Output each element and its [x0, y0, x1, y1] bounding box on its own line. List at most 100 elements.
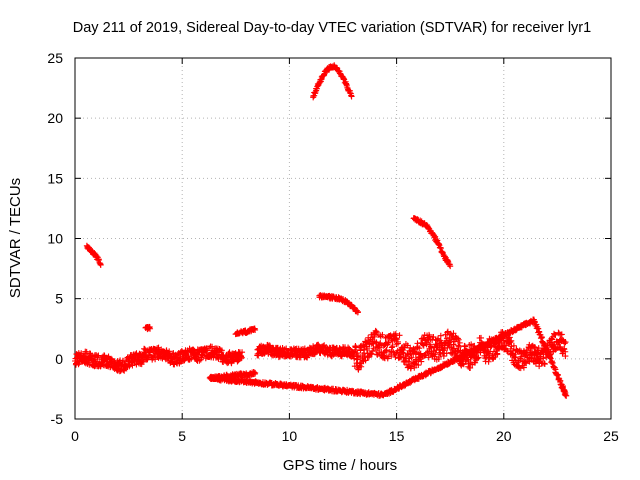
data-point	[239, 349, 246, 356]
data-point	[405, 358, 412, 365]
y-tick-label: 25	[47, 50, 63, 66]
data-point	[478, 334, 485, 341]
data-point	[548, 359, 555, 366]
data-point	[444, 329, 451, 336]
x-tick-label: 15	[389, 428, 405, 444]
x-axis-label: GPS time / hours	[283, 457, 397, 474]
data-point	[490, 348, 497, 355]
data-point	[147, 325, 154, 332]
data-point	[450, 330, 457, 337]
data-point	[475, 354, 482, 361]
data-point	[455, 336, 462, 343]
data-point	[562, 353, 569, 360]
data-point	[362, 357, 369, 364]
data-point	[396, 332, 403, 339]
data-point	[415, 362, 422, 369]
x-tick-label: 25	[603, 428, 619, 444]
data-point	[321, 71, 328, 78]
data-point	[358, 363, 365, 370]
data-point	[541, 361, 548, 368]
data-point	[252, 326, 259, 333]
data-point	[312, 89, 319, 96]
data-point	[389, 343, 396, 350]
data-point	[388, 344, 395, 351]
data-point	[558, 331, 565, 338]
data-point	[474, 355, 481, 362]
data-point	[382, 347, 389, 354]
data-point	[544, 348, 551, 355]
data-point	[532, 360, 539, 367]
y-tick-label: 15	[47, 170, 63, 186]
data-point	[460, 361, 467, 368]
data-point	[454, 335, 461, 342]
data-point	[75, 361, 82, 368]
y-tick-label: 10	[47, 231, 63, 247]
data-point	[408, 363, 415, 370]
x-tick-label: 10	[282, 428, 298, 444]
data-point	[355, 308, 362, 315]
data-point	[437, 244, 444, 251]
data-point	[369, 348, 376, 355]
chart-title: Day 211 of 2019, Sidereal Day-to-day VTE…	[73, 20, 591, 36]
data-point	[477, 349, 484, 356]
grid	[75, 58, 611, 419]
axis-ticks: 0 5 10 15 20 25 -5 0 5 10 15 20 25	[47, 50, 619, 444]
data-point	[385, 339, 392, 346]
data-point	[95, 256, 102, 263]
data-point	[443, 350, 450, 357]
y-tick-label: 0	[55, 351, 63, 367]
data-point	[425, 354, 432, 361]
data-point	[485, 358, 492, 365]
data-point	[379, 331, 386, 338]
data-point	[494, 351, 501, 358]
x-tick-label: 20	[496, 428, 512, 444]
data-point	[467, 365, 474, 372]
data-point	[455, 343, 462, 350]
data-point	[348, 93, 355, 100]
data-point	[549, 360, 556, 367]
y-tick-label: 5	[55, 291, 63, 307]
data-point	[432, 351, 439, 358]
data-point	[401, 344, 408, 351]
data-point	[535, 345, 542, 352]
data-point	[206, 344, 213, 351]
data-point	[97, 261, 104, 268]
x-tick-label: 0	[71, 428, 79, 444]
x-tick-label: 5	[178, 428, 186, 444]
data-points	[72, 62, 570, 399]
data-point	[508, 337, 515, 344]
data-point	[354, 350, 361, 357]
data-point	[517, 357, 524, 364]
data-point	[422, 352, 429, 359]
data-point	[418, 358, 425, 365]
data-point	[400, 350, 407, 357]
data-point	[416, 345, 423, 352]
data-point	[121, 367, 128, 374]
data-point	[317, 76, 324, 83]
data-point	[373, 328, 380, 335]
data-point	[562, 339, 569, 346]
data-point	[557, 344, 564, 351]
data-point	[408, 354, 415, 361]
data-point	[504, 348, 511, 355]
data-point	[554, 372, 561, 379]
y-axis-label: SDTVAR / TECUs	[7, 178, 24, 298]
data-point	[406, 362, 413, 369]
data-point	[196, 357, 203, 364]
data-point	[558, 384, 565, 391]
y-tick-label: 20	[47, 110, 63, 126]
data-point	[437, 332, 444, 339]
data-point	[512, 354, 519, 361]
data-point	[447, 263, 454, 270]
data-point	[119, 357, 126, 364]
data-point	[126, 363, 133, 370]
data-point	[547, 354, 554, 361]
data-point	[385, 339, 392, 346]
data-point	[532, 344, 539, 351]
data-point	[372, 327, 379, 334]
data-point	[563, 392, 570, 399]
data-point	[218, 347, 225, 354]
data-point	[451, 345, 458, 352]
data-point	[520, 364, 527, 371]
